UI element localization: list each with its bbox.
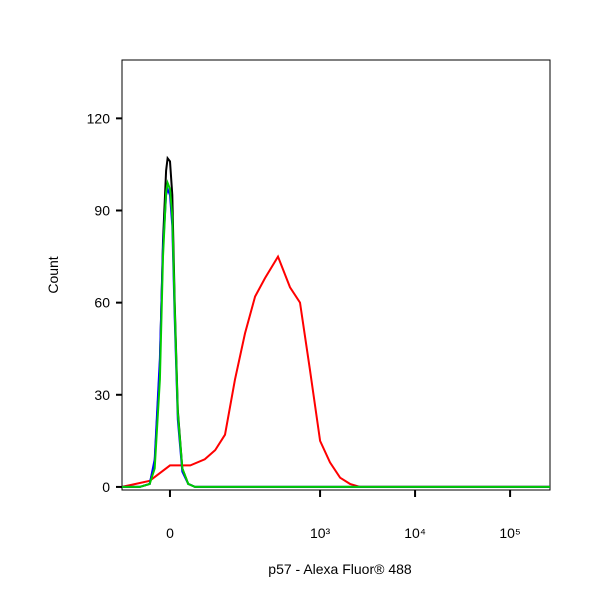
- y-tick-label: 30: [94, 387, 110, 403]
- x-tick-label: 10³: [310, 525, 331, 541]
- y-tick-label: 60: [94, 295, 110, 311]
- x-tick-label: 0: [166, 525, 174, 541]
- y-tick-label: 0: [102, 479, 110, 495]
- x-tick-label: 10⁴: [404, 525, 426, 541]
- histogram-line: [121, 254, 550, 488]
- histogram-line: [122, 179, 550, 488]
- y-tick-label: 90: [94, 203, 110, 219]
- x-axis-label: p57 - Alexa Fluor® 488: [268, 561, 412, 577]
- y-tick-label: 120: [87, 110, 111, 126]
- y-axis-label: Count: [45, 256, 61, 293]
- plot-frame: [121, 59, 551, 491]
- x-tick-label: 10⁵: [499, 525, 520, 541]
